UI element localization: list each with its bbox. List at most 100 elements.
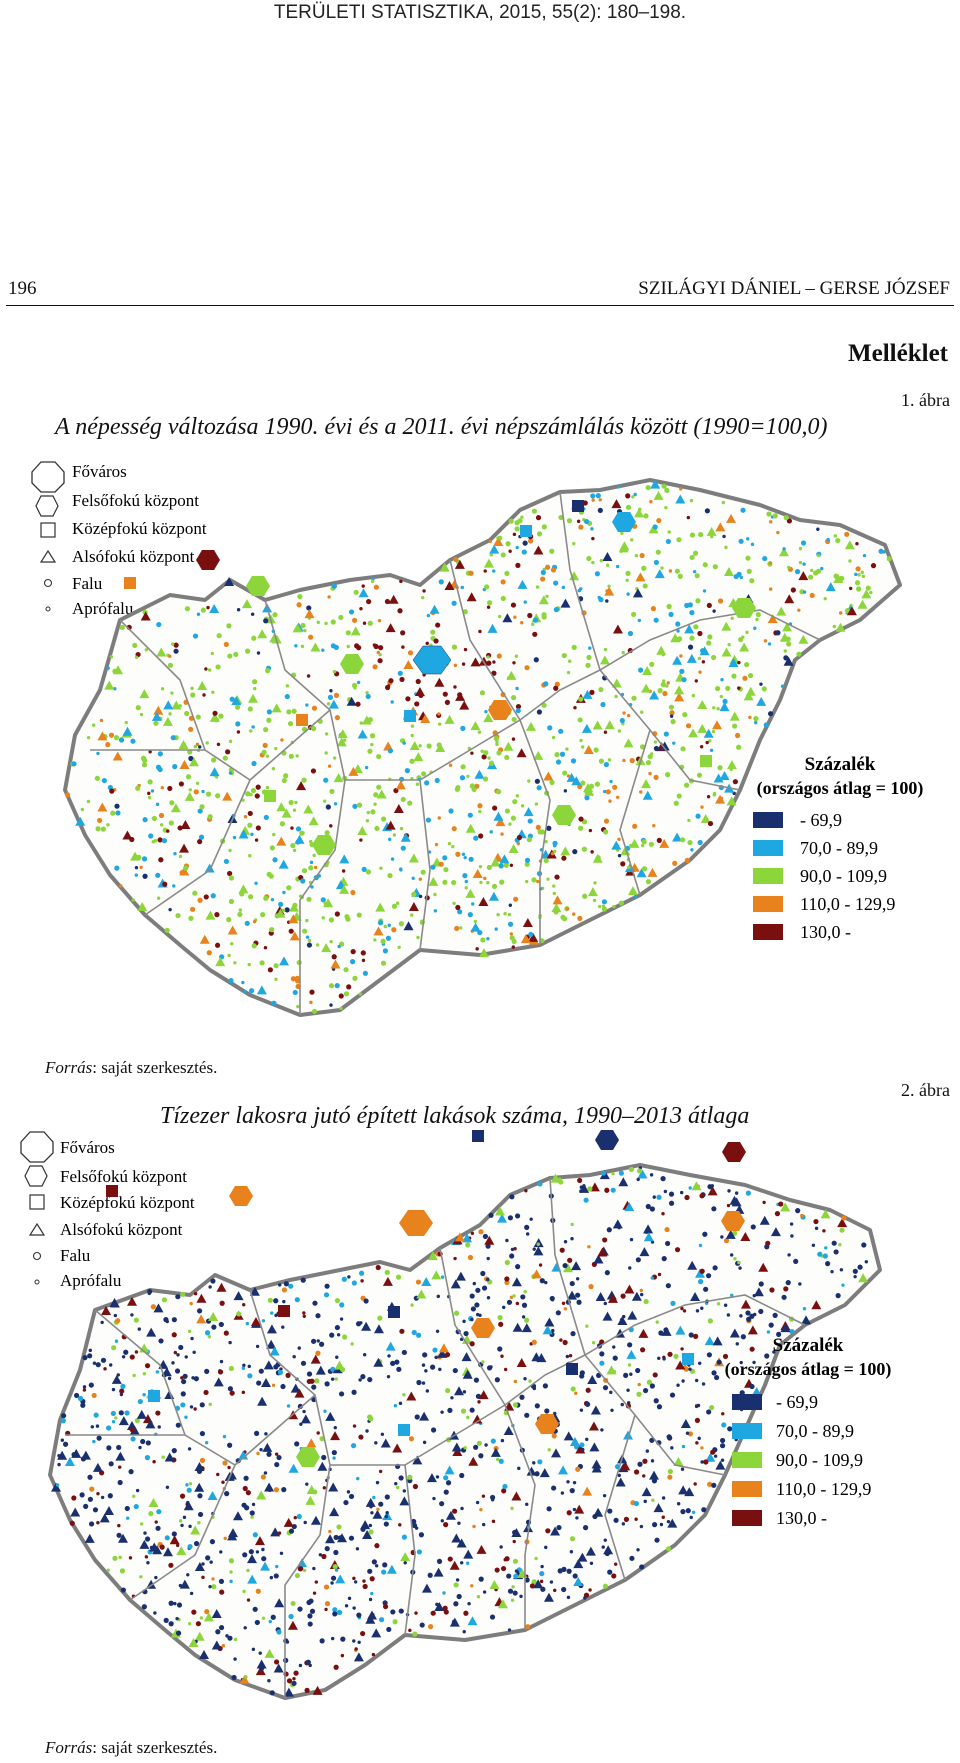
village-marker [508, 903, 513, 907]
village-marker [368, 1523, 373, 1528]
higher-center-symbol [24, 1165, 48, 1187]
village-marker [410, 1303, 414, 1307]
lower-center-marker [543, 1592, 554, 1602]
village-marker [169, 800, 175, 806]
lower-center-marker [595, 1291, 606, 1301]
village-marker [261, 1547, 265, 1552]
village-marker [386, 1626, 392, 1633]
village-marker [425, 1389, 430, 1393]
village-marker [204, 1330, 211, 1336]
village-marker [762, 1200, 766, 1205]
village-marker [246, 1568, 250, 1573]
village-marker [101, 777, 107, 784]
lower-center-marker [778, 547, 789, 557]
village-marker [702, 589, 707, 593]
lower-center-marker [325, 1411, 336, 1421]
lower-center-marker [115, 1451, 126, 1461]
village-marker [356, 1612, 362, 1618]
village-marker [527, 538, 534, 544]
village-marker [375, 1480, 380, 1485]
village-marker [189, 1591, 194, 1596]
middle-center-symbol [572, 500, 584, 512]
higher-center-symbol [312, 835, 336, 855]
village-marker [569, 1488, 575, 1494]
village-marker [789, 1329, 795, 1335]
village-marker [636, 1391, 642, 1397]
village-marker [698, 531, 704, 538]
village-marker [666, 1519, 671, 1524]
village-marker [512, 1590, 518, 1596]
lower-center-marker [697, 700, 708, 710]
village-marker [857, 1264, 863, 1270]
lower-center-marker [413, 752, 424, 762]
village-marker [168, 654, 172, 658]
lower-center-marker [400, 832, 411, 842]
village-marker [294, 1572, 300, 1579]
village-marker [435, 1602, 439, 1607]
village-marker [233, 1657, 237, 1661]
village-marker [500, 1354, 504, 1358]
village-marker [543, 858, 549, 864]
lower-center-marker [190, 1525, 201, 1535]
lower-center-marker [281, 808, 292, 818]
village-marker [539, 1278, 545, 1284]
village-marker [703, 1459, 709, 1465]
village-marker [511, 716, 517, 723]
village-marker [511, 1585, 515, 1589]
village-marker [219, 1359, 224, 1364]
lower-center-marker [642, 790, 653, 800]
village-marker [188, 755, 194, 762]
village-marker [649, 661, 655, 667]
village-marker [324, 751, 328, 755]
village-marker [707, 634, 713, 640]
village-marker [191, 1609, 197, 1615]
village-marker [496, 789, 502, 795]
village-marker [833, 1249, 839, 1255]
village-marker [579, 587, 583, 591]
village-marker [418, 894, 423, 899]
village-marker [330, 1581, 334, 1585]
village-marker [711, 1370, 717, 1376]
lower-center-marker [385, 1341, 396, 1351]
village-marker [566, 1568, 572, 1574]
village-marker [753, 716, 759, 722]
legend-swatch [732, 1481, 762, 1497]
village-marker [324, 1601, 331, 1607]
village-marker [466, 1415, 470, 1420]
village-marker [357, 1640, 361, 1644]
village-marker [543, 681, 549, 687]
village-marker [150, 1304, 156, 1310]
village-marker [92, 1439, 96, 1444]
village-marker [500, 552, 506, 558]
village-marker [352, 803, 358, 809]
lower-center-marker [715, 522, 726, 532]
village-marker [711, 1206, 717, 1212]
village-marker [747, 672, 754, 679]
village-marker [322, 799, 327, 803]
village-marker [746, 568, 752, 574]
lower-center-marker [536, 1353, 547, 1363]
lower-center-marker [516, 1357, 527, 1367]
lower-center-marker [259, 1561, 270, 1571]
village-marker [652, 1372, 658, 1378]
village-marker [512, 1558, 519, 1564]
village-marker [271, 1000, 277, 1006]
village-marker [534, 1556, 538, 1561]
village-marker [113, 1313, 118, 1318]
village-marker [443, 1475, 449, 1481]
village-marker [57, 1453, 61, 1458]
village-marker [311, 705, 318, 711]
lower-center-marker [163, 700, 174, 710]
village-marker [542, 1383, 548, 1389]
lower-center-marker [137, 901, 148, 911]
village-marker [582, 1525, 589, 1531]
village-marker [745, 1310, 751, 1316]
lower-center-marker [127, 1296, 138, 1306]
village-marker [360, 1374, 366, 1380]
village-marker [561, 855, 567, 861]
village-marker [707, 1184, 713, 1190]
village-marker [321, 916, 325, 920]
village-marker [367, 1414, 373, 1420]
village-marker [385, 935, 392, 941]
village-marker [300, 878, 306, 884]
